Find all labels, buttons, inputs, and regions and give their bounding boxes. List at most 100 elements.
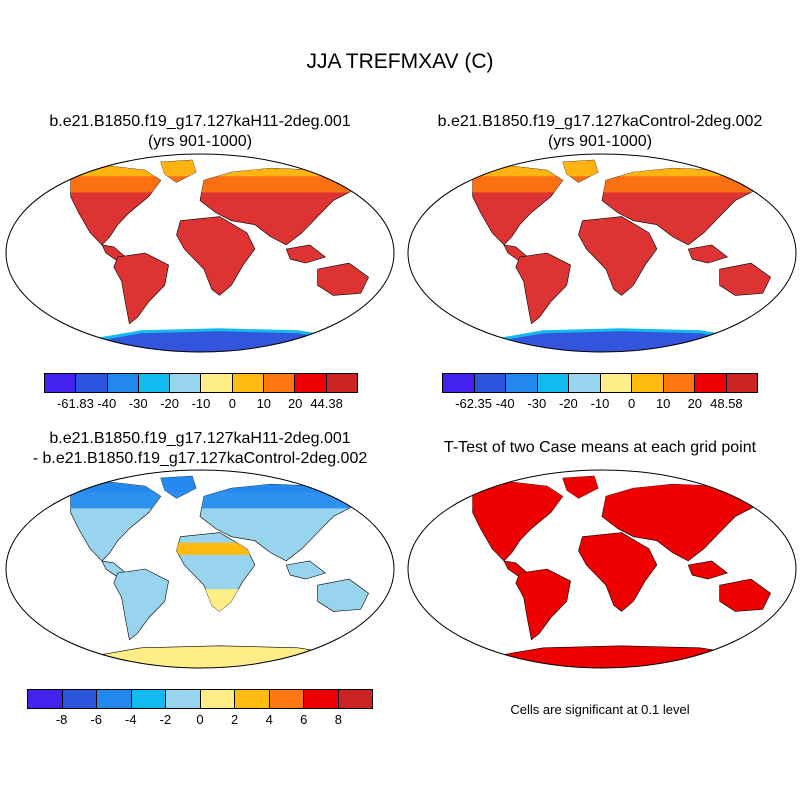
colorbar-swatch <box>726 374 757 392</box>
colorbar-tick-label: 20 <box>287 396 303 411</box>
colorbar-tick-label: -40 <box>97 396 117 411</box>
case1-title-line1: b.e21.B1850.f19_g17.127kaH11-2deg.001 <box>49 113 351 130</box>
colorbar-tick-label: -2 <box>159 712 172 727</box>
colorbar-tick-label: 10 <box>655 396 671 411</box>
continent-southAmerica <box>515 568 571 641</box>
colorbar-tick-label: 44.38 <box>310 396 343 411</box>
colorbar-tick-label: -20 <box>558 396 578 411</box>
continent-seAsia <box>687 244 729 264</box>
case2-colorbar <box>442 373 758 393</box>
colorbar-swatch <box>235 690 270 708</box>
colorbar-swatch <box>76 374 108 392</box>
ttest-map <box>407 469 797 669</box>
colorbar-tick-label: -8 <box>55 712 68 727</box>
case2-colorbar-labels: -62.35 -40 -30 -20 -10 0 10 20 48.58 <box>442 396 758 414</box>
colorbar-tick-label: -6 <box>90 712 102 727</box>
colorbar-tick-label: 0 <box>627 396 636 411</box>
colorbar-swatch <box>506 374 538 392</box>
continent-southAmerica <box>113 252 169 325</box>
colorbar-swatch <box>45 374 77 392</box>
continent-southAmerica <box>113 568 169 641</box>
colorbar-tick-label: 6 <box>300 712 308 727</box>
colorbar-tick-label: -61.83 <box>56 396 94 411</box>
continent-australia <box>719 578 771 612</box>
case1-colorbar-labels: -61.83 -40 -30 -20 -10 0 10 20 44.38 <box>44 396 358 414</box>
colorbar-swatch <box>600 374 632 392</box>
colorbar-tick-label: -62.35 <box>455 396 493 411</box>
continent-southAmerica <box>515 252 571 325</box>
colorbar-swatch <box>474 374 506 392</box>
ttest-note: Cells are significant at 0.1 level <box>510 702 690 717</box>
continent-africa <box>578 532 658 612</box>
colorbar-swatch <box>232 374 265 392</box>
colorbar-tick-label: -20 <box>160 396 179 411</box>
colorbar-tick-label: 8 <box>334 712 343 727</box>
colorbar-swatch <box>170 374 202 392</box>
colorbar-swatch <box>28 690 63 708</box>
diff-title-line1: b.e21.B1850.f19_g17.127kaH11-2deg.001 <box>49 430 351 447</box>
map-outline <box>407 153 797 353</box>
continent-seAsia <box>285 560 327 580</box>
case2-title: b.e21.B1850.f19_g17.127kaControl-2deg.00… <box>400 112 800 152</box>
diff-map <box>5 469 395 669</box>
diff-colorbar-labels: -8 -6 -4 -2 0 2 4 6 8 <box>27 712 373 730</box>
case1-colorbar <box>44 373 358 393</box>
colorbar-tick-label: 48.58 <box>710 396 743 411</box>
case2-map <box>407 153 797 353</box>
colorbar-tick-label: -40 <box>495 396 515 411</box>
colorbar-swatch <box>569 374 601 392</box>
colorbar-tick-label: 0 <box>228 396 237 411</box>
colorbar-swatch <box>632 374 664 392</box>
case2-title-line2: (yrs 901-1000) <box>547 133 653 150</box>
colorbar-swatch <box>326 374 357 392</box>
colorbar-tick-label: -30 <box>527 396 547 411</box>
case1-title-line2: (yrs 901-1000) <box>147 133 253 150</box>
colorbar-tick-label: 20 <box>687 396 703 411</box>
colorbar-swatch <box>62 690 97 708</box>
colorbar-swatch <box>107 374 139 392</box>
colorbar-tick-label: -10 <box>191 396 211 411</box>
continent-africa <box>176 216 256 296</box>
colorbar-swatch <box>166 690 201 708</box>
case2-title-line1: b.e21.B1850.f19_g17.127kaControl-2deg.00… <box>437 113 763 130</box>
continent-africa <box>578 216 658 296</box>
ttest-title-line1: T-Test of two Case means at each grid po… <box>443 439 757 456</box>
diff-title: b.e21.B1850.f19_g17.127kaH11-2deg.001 - … <box>0 429 400 469</box>
continent-seAsia <box>285 244 327 264</box>
colorbar-swatch <box>269 690 304 708</box>
colorbar-swatch <box>97 690 132 708</box>
colorbar-swatch <box>443 374 475 392</box>
case1-title: b.e21.B1850.f19_g17.127kaH11-2deg.001 (y… <box>0 112 400 152</box>
colorbar-tick-label: -10 <box>590 396 610 411</box>
ttest-title: T-Test of two Case means at each grid po… <box>400 438 800 458</box>
main-title: JJA TREFMXAV (C) <box>306 50 494 73</box>
colorbar-swatch <box>304 690 339 708</box>
diff-colorbar <box>27 689 373 709</box>
colorbar-tick-label: 10 <box>256 396 272 411</box>
colorbar-tick-label: 2 <box>230 712 239 727</box>
continent-australia <box>719 262 771 296</box>
continent-australia <box>317 578 369 612</box>
colorbar-swatch <box>138 374 171 392</box>
map-outline <box>407 469 797 669</box>
colorbar-swatch <box>201 374 233 392</box>
map-outline <box>5 469 395 669</box>
continent-seAsia <box>687 560 729 580</box>
case1-map <box>5 153 395 353</box>
colorbar-swatch <box>537 374 569 392</box>
colorbar-swatch <box>131 690 166 708</box>
diff-title-line2: - b.e21.B1850.f19_g17.127kaControl-2deg.… <box>32 450 368 467</box>
colorbar-swatch <box>200 690 235 708</box>
sahel-band <box>176 542 255 555</box>
map-outline <box>5 153 395 353</box>
colorbar-tick-label: 4 <box>265 712 273 727</box>
colorbar-swatch <box>338 690 372 708</box>
colorbar-tick-label: -30 <box>128 396 148 411</box>
continent-australia <box>317 262 369 296</box>
colorbar-swatch <box>695 374 727 392</box>
colorbar-swatch <box>663 374 695 392</box>
colorbar-tick-label: 0 <box>196 712 204 727</box>
colorbar-swatch <box>264 374 296 392</box>
colorbar-swatch <box>295 374 327 392</box>
colorbar-tick-label: -4 <box>125 712 137 727</box>
